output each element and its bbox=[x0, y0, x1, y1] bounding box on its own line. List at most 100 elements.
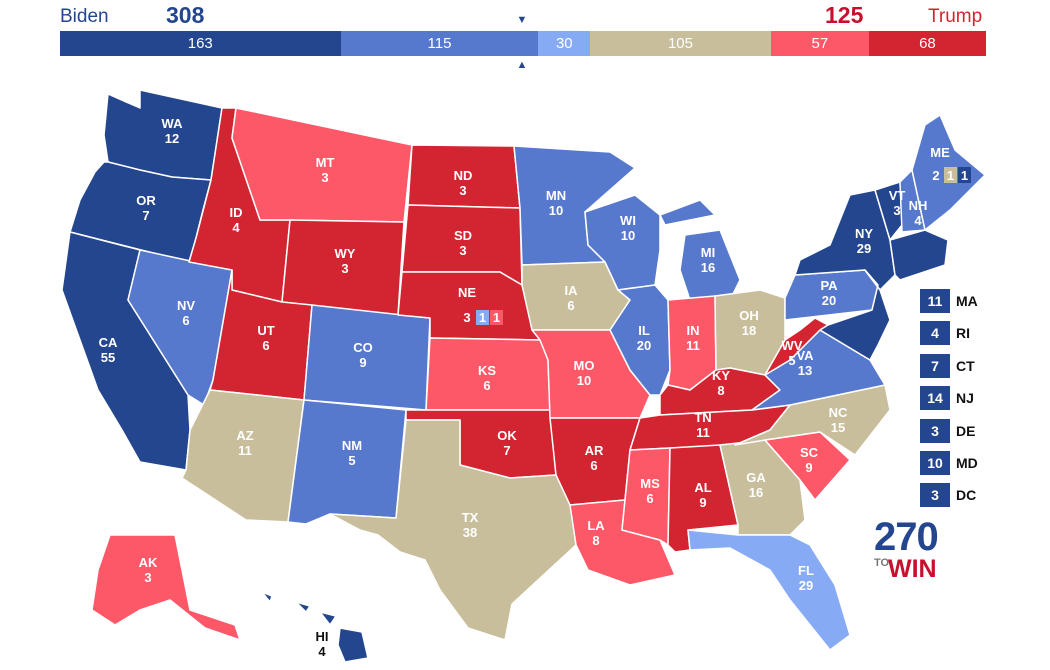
state-ev-NE: 3 bbox=[463, 310, 470, 325]
state-ev-TN: 11 bbox=[696, 425, 710, 440]
state-ev-OK: 7 bbox=[503, 443, 510, 458]
state-AK[interactable] bbox=[91, 534, 241, 641]
state-ev-PA: 20 bbox=[822, 293, 836, 308]
state-ev-KY: 8 bbox=[717, 383, 724, 398]
ev-bar-segment-3: 105 bbox=[590, 31, 771, 56]
state-TX[interactable] bbox=[329, 419, 577, 641]
270towin-logo[interactable]: 270 TO WIN bbox=[872, 516, 952, 586]
state-FL[interactable] bbox=[687, 529, 851, 651]
state-ev-VA: 13 bbox=[798, 363, 812, 378]
state-ev-NM: 5 bbox=[348, 453, 355, 468]
state-ev-CO: 9 bbox=[359, 355, 366, 370]
dem-electoral-total: 308 bbox=[166, 2, 205, 28]
state-label-ND: ND bbox=[454, 168, 473, 183]
rep-candidate-name: Trump bbox=[928, 6, 983, 27]
state-label-TX: TX bbox=[462, 510, 479, 525]
state-label-NV: NV bbox=[177, 298, 195, 313]
state-label-NY: NY bbox=[855, 226, 873, 241]
state-ev-GA: 16 bbox=[749, 485, 763, 500]
state-ev-NC: 15 bbox=[831, 420, 845, 435]
state-NC[interactable] bbox=[734, 384, 891, 456]
small-state-ev-DE[interactable]: 3 bbox=[920, 418, 950, 443]
ne-district-ev-1: 1 bbox=[479, 310, 486, 325]
state-ev-TX: 38 bbox=[463, 525, 477, 540]
state-label-OR: OR bbox=[136, 193, 156, 208]
state-ev-ME: 2 bbox=[932, 168, 939, 183]
state-ev-SC: 9 bbox=[805, 460, 812, 475]
state-WV[interactable] bbox=[764, 317, 829, 376]
state-label-ME: ME bbox=[930, 145, 950, 160]
state-label-SC: SC bbox=[800, 445, 819, 460]
ev-bar-segment-0: 163 bbox=[60, 31, 341, 56]
state-label-NE: NE bbox=[458, 285, 476, 300]
state-label-CO: CO bbox=[353, 340, 373, 355]
state-label-MO: MO bbox=[574, 358, 595, 373]
state-label-FL: FL bbox=[798, 563, 814, 578]
state-ev-WV: 5 bbox=[788, 353, 795, 368]
ev-bar-segment-2: 30 bbox=[538, 31, 591, 56]
state-label-AR: AR bbox=[585, 443, 604, 458]
state-ev-NH: 4 bbox=[914, 213, 922, 228]
state-label-MS: MS bbox=[640, 476, 660, 491]
state-HI[interactable] bbox=[261, 591, 369, 663]
state-ev-AL: 9 bbox=[699, 495, 706, 510]
state-label-MN: MN bbox=[546, 188, 566, 203]
state-northeast-small[interactable] bbox=[889, 229, 949, 281]
small-state-label-MA: MA bbox=[956, 293, 978, 309]
state-ev-NY: 29 bbox=[857, 241, 871, 256]
ne-district-box-1[interactable] bbox=[476, 310, 489, 325]
state-ev-AK: 3 bbox=[144, 570, 151, 585]
state-label-NM: NM bbox=[342, 438, 362, 453]
state-mid-atlantic-small[interactable] bbox=[819, 269, 891, 361]
state-ev-ID: 4 bbox=[232, 220, 240, 235]
state-label-IL: IL bbox=[638, 323, 650, 338]
small-state-label-RI: RI bbox=[956, 325, 970, 342]
state-label-IN: IN bbox=[687, 323, 700, 338]
state-label-AL: AL bbox=[694, 480, 711, 495]
state-label-IA: IA bbox=[565, 283, 579, 298]
state-label-OH: OH bbox=[739, 308, 759, 323]
me-district-ev-1: 1 bbox=[947, 168, 954, 183]
small-state-ev-CT[interactable]: 7 bbox=[920, 353, 950, 378]
small-state-ev-MA[interactable]: 11 bbox=[920, 289, 950, 313]
state-label-ID: ID bbox=[230, 205, 243, 220]
me-district-ev-2: 1 bbox=[961, 168, 968, 183]
small-state-ev-DC[interactable]: 3 bbox=[920, 483, 950, 508]
270-marker-down-icon: ▼ bbox=[516, 14, 528, 26]
state-label-WA: WA bbox=[162, 116, 184, 131]
state-label-MI: MI bbox=[701, 245, 715, 260]
dem-candidate-name: Biden bbox=[60, 6, 109, 27]
state-ev-WY: 3 bbox=[341, 261, 348, 276]
state-ev-AR: 6 bbox=[590, 458, 597, 473]
small-state-ev-MD[interactable]: 10 bbox=[920, 451, 950, 475]
state-CO[interactable] bbox=[303, 304, 431, 411]
state-label-SD: SD bbox=[454, 228, 472, 243]
state-label-LA: LA bbox=[587, 518, 605, 533]
small-state-ev-NJ[interactable]: 14 bbox=[920, 386, 950, 411]
me-district-box-2[interactable] bbox=[958, 167, 971, 183]
me-district-box-1[interactable] bbox=[944, 167, 957, 183]
state-ev-MS: 6 bbox=[646, 491, 653, 506]
ne-district-box-2[interactable] bbox=[490, 310, 503, 325]
state-NM[interactable] bbox=[287, 399, 407, 525]
state-label-KY: KY bbox=[712, 368, 730, 383]
state-ev-ND: 3 bbox=[459, 183, 466, 198]
ev-bar-segment-5: 68 bbox=[868, 31, 986, 56]
state-ev-WA: 12 bbox=[165, 131, 179, 146]
state-ev-WI: 10 bbox=[621, 228, 635, 243]
state-label-VA: VA bbox=[796, 348, 814, 363]
state-ev-KS: 6 bbox=[483, 378, 490, 393]
state-label-MT: MT bbox=[316, 155, 335, 170]
state-ev-NV: 6 bbox=[182, 313, 189, 328]
ev-bar-segment-4: 57 bbox=[770, 31, 869, 56]
state-ev-OH: 18 bbox=[742, 323, 756, 338]
state-ev-MT: 3 bbox=[321, 170, 328, 185]
state-label-KS: KS bbox=[478, 363, 496, 378]
state-IL[interactable] bbox=[609, 284, 671, 396]
state-ev-LA: 8 bbox=[592, 533, 599, 548]
state-label-NH: NH bbox=[909, 198, 928, 213]
small-state-ev-RI[interactable]: 4 bbox=[920, 321, 950, 346]
state-label-OK: OK bbox=[497, 428, 517, 443]
state-ev-IA: 6 bbox=[567, 298, 574, 313]
